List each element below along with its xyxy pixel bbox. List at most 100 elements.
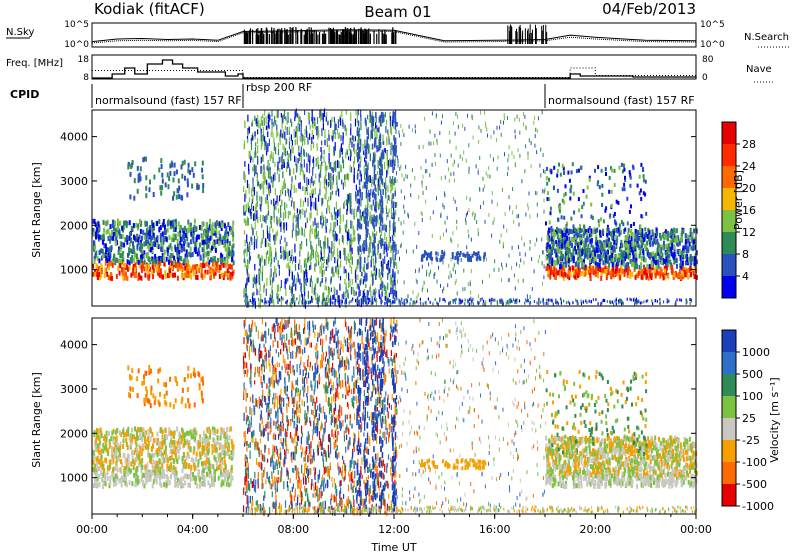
power-cell — [468, 302, 470, 306]
power-cell — [257, 254, 259, 259]
power-cell — [334, 302, 337, 306]
power-cell — [258, 195, 261, 201]
power-cell — [273, 234, 275, 241]
power-cell — [323, 297, 325, 301]
power-cell — [621, 268, 624, 274]
power-cell — [112, 219, 114, 225]
power-cell — [191, 167, 194, 173]
power-cell — [366, 172, 368, 179]
power-cell — [669, 230, 672, 236]
power-cell — [656, 251, 658, 256]
power-cell — [276, 284, 278, 293]
power-cell — [465, 213, 467, 218]
power-cell — [474, 213, 476, 218]
power-cell — [601, 247, 603, 253]
power-cell — [259, 283, 261, 292]
power-cell — [366, 174, 369, 181]
power-cell — [443, 298, 445, 302]
power-cell — [357, 173, 359, 180]
power-cell — [103, 227, 105, 233]
power-cell — [375, 207, 377, 213]
power-cell — [346, 209, 348, 215]
power-cell — [575, 249, 578, 255]
power-cell — [369, 284, 372, 292]
power-cell — [94, 252, 97, 258]
power-cell — [164, 270, 167, 276]
power-cell — [337, 133, 339, 139]
power-cell — [499, 298, 501, 302]
power-cell — [603, 269, 606, 275]
power-cell — [397, 163, 399, 168]
power-cell — [244, 193, 246, 202]
power-cell — [143, 266, 146, 272]
power-cell — [272, 277, 274, 283]
power-cell — [312, 123, 314, 129]
power-cell — [594, 240, 597, 246]
power-cell — [185, 249, 188, 255]
power-cell — [223, 256, 226, 262]
power-cell — [630, 228, 633, 234]
power-cell — [172, 177, 175, 183]
power-cell — [344, 224, 346, 230]
power-cell — [185, 228, 188, 234]
power-cell — [280, 156, 282, 163]
power-cell — [690, 259, 693, 265]
power-cell — [378, 239, 380, 244]
power-cell — [323, 241, 325, 249]
power-cell — [684, 260, 687, 266]
power-cell — [542, 281, 543, 286]
power-cell — [179, 241, 182, 246]
power-cell — [280, 205, 282, 214]
power-cell — [157, 264, 160, 270]
power-cell — [362, 143, 364, 151]
power-cell — [252, 227, 254, 236]
power-cell — [375, 273, 377, 280]
power-cell — [464, 298, 466, 302]
power-cell — [386, 170, 388, 178]
power-cell — [343, 123, 345, 129]
power-cell — [615, 254, 618, 260]
power-cell — [620, 266, 622, 272]
power-cell — [291, 255, 293, 261]
power-cell — [305, 152, 308, 157]
power-cell — [322, 197, 324, 205]
power-cell — [381, 195, 383, 204]
power-cell — [622, 258, 625, 264]
power-cell — [323, 155, 325, 164]
power-cell — [401, 173, 403, 178]
power-cell — [421, 287, 423, 292]
power-cell — [536, 213, 538, 218]
power-cell — [248, 183, 250, 190]
power-cell — [503, 120, 504, 125]
power-cell — [657, 264, 660, 269]
power-cell — [129, 248, 132, 254]
power-cell — [439, 235, 441, 240]
power-cell — [247, 217, 249, 226]
power-cell — [317, 156, 319, 165]
power-cell — [126, 275, 129, 281]
power-cell — [372, 231, 374, 237]
power-cell — [394, 177, 396, 184]
power-cell — [452, 231, 454, 236]
power-cell — [174, 227, 177, 233]
power-cell — [569, 255, 572, 261]
power-cell — [267, 131, 269, 138]
power-cell — [358, 127, 360, 132]
power-cell — [331, 117, 333, 122]
power-cell — [393, 121, 395, 129]
power-cell — [251, 122, 253, 127]
power-cell — [212, 241, 215, 247]
power-cell — [641, 238, 644, 244]
power-cell — [611, 231, 614, 237]
nave-right-tick-bottom: 0 — [702, 73, 708, 83]
power-cell — [641, 301, 643, 305]
power-cell — [154, 253, 157, 259]
power-cell — [131, 160, 134, 165]
power-cell — [323, 292, 325, 299]
power-cell — [368, 233, 371, 240]
power-cell — [630, 271, 633, 277]
power-cell — [371, 296, 373, 303]
power-cell — [291, 287, 293, 297]
power-cell — [664, 262, 667, 268]
